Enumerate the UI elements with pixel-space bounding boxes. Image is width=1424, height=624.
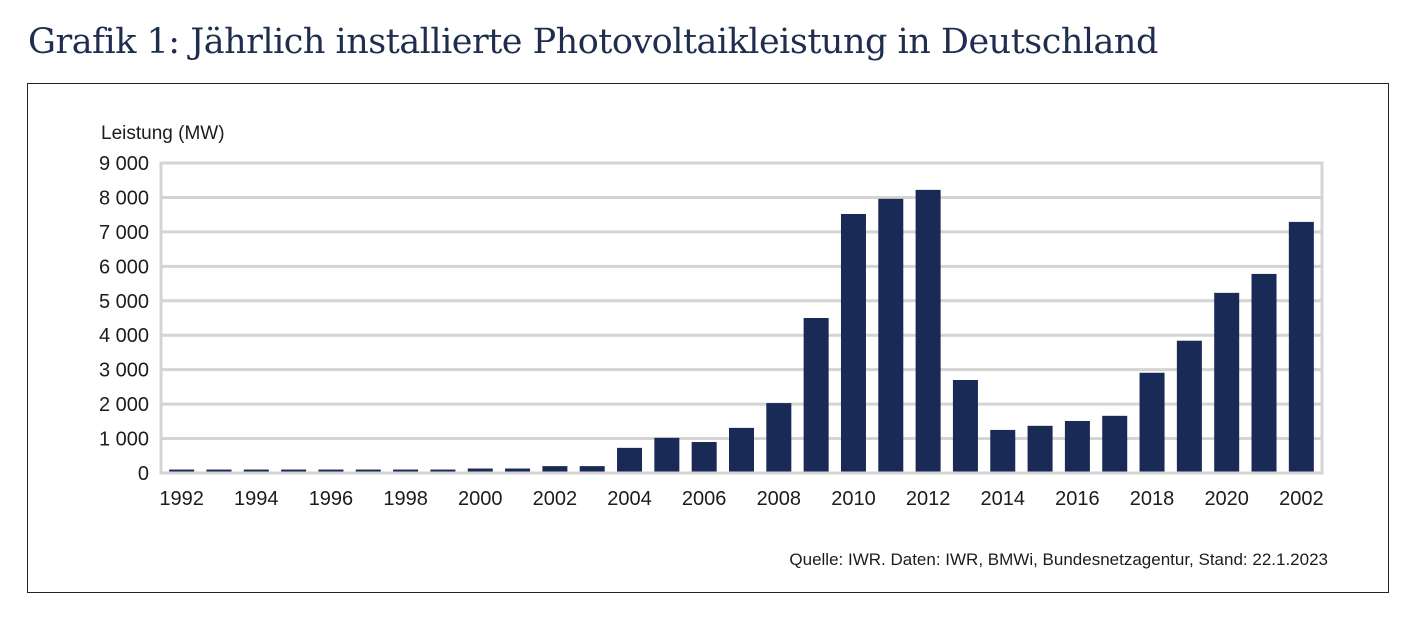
bar-2008: [766, 403, 792, 472]
bar-2020: [1214, 292, 1240, 472]
x-tick-label: 2020: [1204, 488, 1249, 510]
bar-2014: [990, 429, 1016, 472]
bar-2018: [1139, 372, 1165, 472]
x-tick-label: 1998: [383, 488, 428, 510]
y-tick-label: 4 000: [99, 325, 149, 347]
y-tick-label: 5 000: [99, 291, 149, 313]
bar-2012: [915, 189, 941, 472]
bar-1995: [281, 469, 307, 472]
x-tick-label: 2016: [1055, 488, 1100, 510]
bar-1992: [169, 469, 195, 472]
x-tick-label: 2010: [831, 488, 876, 510]
bar-1993: [206, 469, 232, 472]
bar-1994: [243, 469, 269, 472]
bar-2004: [617, 447, 643, 472]
y-tick-label: 8 000: [99, 187, 149, 209]
x-tick-label: 1992: [159, 488, 204, 510]
bar-2007: [728, 427, 755, 472]
y-tick-label: 0: [138, 463, 149, 485]
x-tick-label: 2000: [458, 488, 503, 510]
bars: [169, 189, 1314, 472]
x-tick-label: 2002: [1279, 488, 1324, 510]
bar-2015: [1027, 425, 1053, 472]
bar-2005: [654, 437, 680, 472]
x-tick-label: 2018: [1130, 488, 1175, 510]
y-tick-labels: 0 1 000 2 000 3 000 4 000 5 000 6 000 7 000 8 00…: [99, 153, 149, 485]
y-tick-label: 1 000: [99, 429, 149, 451]
x-tick-label: 1996: [309, 488, 354, 510]
source-note: Quelle: IWR. Daten: IWR, BMWi, Bundesnet…: [789, 550, 1328, 569]
bar-2003: [579, 466, 605, 472]
y-tick-label: 9 000: [99, 153, 149, 175]
bar-1999: [430, 469, 456, 472]
bar-2022: [1288, 221, 1314, 472]
bar-2021: [1251, 273, 1277, 472]
bar-1998: [393, 469, 419, 472]
bar-2016: [1064, 420, 1090, 472]
bar-2013: [952, 380, 978, 472]
y-tick-label: 3 000: [99, 360, 149, 382]
x-tick-label: 1994: [234, 488, 279, 510]
y-tick-label: 2 000: [99, 394, 149, 416]
gridlines: [159, 161, 1324, 475]
bar-2006: [691, 442, 717, 472]
bar-1997: [355, 469, 381, 472]
bar-2009: [803, 318, 829, 472]
x-tick-label: 2012: [906, 488, 951, 510]
bar-2019: [1176, 340, 1202, 472]
chart-title: Grafik 1: Jährlich installierte Photovol…: [28, 22, 1158, 62]
x-tick-label: 2002: [533, 488, 578, 510]
chart-frame: [27, 83, 1389, 593]
bar-2017: [1102, 415, 1128, 472]
x-tick-label: 2006: [682, 488, 727, 510]
x-tick-labels: 1992 1994 1996 1998 2000 2002 2004 2006 2008 2010…: [159, 488, 1323, 510]
bar-2002: [542, 466, 568, 472]
y-tick-label: 6 000: [99, 256, 149, 278]
bar-2001: [505, 468, 531, 472]
y-axis-label: Leistung (MW): [101, 123, 225, 144]
bar-1996: [318, 469, 344, 472]
x-tick-label: 2014: [981, 488, 1026, 510]
x-tick-label: 2008: [757, 488, 802, 510]
x-tick-label: 2004: [607, 488, 652, 510]
bar-2000: [467, 468, 493, 472]
bar-2010: [840, 213, 866, 472]
y-tick-label: 7 000: [99, 222, 149, 244]
bar-2011: [878, 198, 904, 472]
